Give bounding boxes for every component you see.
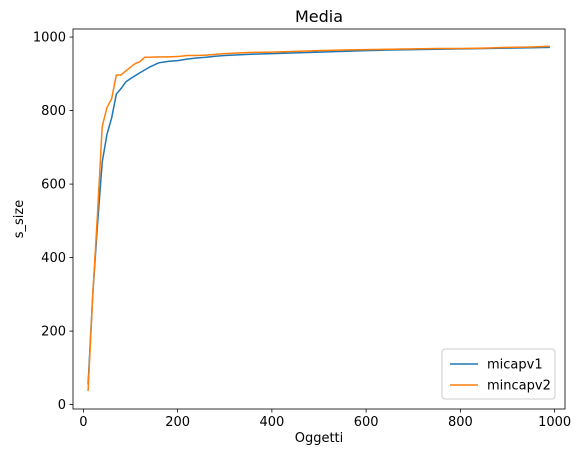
legend-label-mincapv2: mincapv2: [487, 379, 551, 394]
x-tick-label: 800: [448, 415, 473, 430]
y-tick-label: 800: [41, 104, 66, 119]
series-line-micapv1: [87, 46, 550, 385]
x-tick-label: 400: [259, 415, 284, 430]
plot-area: 0 200 400 600 800 1000 0 200 400 600 800 1000: [33, 28, 571, 430]
x-tick-label: 600: [354, 415, 379, 430]
x-tick-label: 1000: [538, 415, 571, 430]
x-axis-label: Oggetti: [295, 431, 344, 446]
legend: micapv1 mincapv2: [441, 348, 556, 400]
y-tick-label: 200: [41, 325, 66, 340]
y-tick-label: 400: [41, 251, 66, 266]
y-tick-label: 0: [58, 398, 66, 413]
y-axis-label: s_size: [12, 200, 27, 238]
y-tick-label: 600: [41, 178, 66, 193]
legend-label-micapv1: micapv1: [487, 358, 543, 373]
x-tick-label: 0: [79, 415, 87, 430]
legend-box: [441, 348, 556, 400]
axes-frame: [72, 28, 566, 410]
series-line-mincapv2: [87, 45, 550, 392]
x-tick-label: 200: [165, 415, 190, 430]
y-tick-label: 1000: [33, 31, 66, 46]
chart-title: Media: [295, 7, 343, 26]
